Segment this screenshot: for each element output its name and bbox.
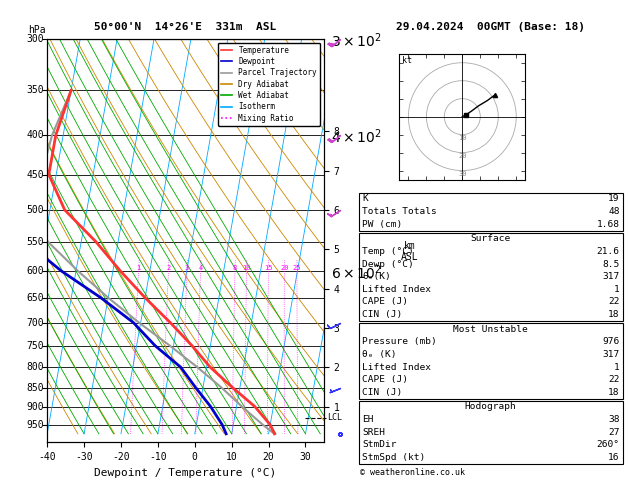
Text: θₑ(K): θₑ(K) [362, 272, 391, 281]
Text: 700: 700 [27, 317, 45, 328]
Text: 550: 550 [27, 237, 45, 247]
Text: 48: 48 [608, 207, 620, 216]
Text: 21.6: 21.6 [596, 247, 620, 256]
Text: 400: 400 [27, 130, 45, 140]
Text: LCL: LCL [327, 413, 342, 422]
Text: 4: 4 [198, 265, 203, 271]
Text: 350: 350 [27, 86, 45, 95]
Text: 300: 300 [27, 34, 45, 44]
Text: 8: 8 [233, 265, 237, 271]
Text: kt: kt [402, 56, 412, 65]
Text: Most Unstable: Most Unstable [454, 325, 528, 334]
Text: Totals Totals: Totals Totals [362, 207, 437, 216]
Text: CIN (J): CIN (J) [362, 388, 403, 397]
Text: Temp (°C): Temp (°C) [362, 247, 414, 256]
Y-axis label: km
ASL: km ASL [401, 241, 419, 262]
Text: 27: 27 [608, 428, 620, 437]
Text: Dewp (°C): Dewp (°C) [362, 260, 414, 269]
Text: 850: 850 [27, 382, 45, 393]
Text: 900: 900 [27, 401, 45, 412]
Text: 10: 10 [242, 265, 251, 271]
Text: 29.04.2024  00GMT (Base: 18): 29.04.2024 00GMT (Base: 18) [396, 21, 585, 32]
Text: StmSpd (kt): StmSpd (kt) [362, 453, 426, 462]
Text: 50°00'N  14°26'E  331m  ASL: 50°00'N 14°26'E 331m ASL [94, 21, 277, 32]
Text: 600: 600 [27, 266, 45, 276]
Text: 15: 15 [264, 265, 272, 271]
Text: 30: 30 [458, 171, 467, 176]
Text: 317: 317 [603, 350, 620, 359]
Text: EH: EH [362, 415, 374, 424]
Text: θₑ (K): θₑ (K) [362, 350, 397, 359]
Text: StmDir: StmDir [362, 440, 397, 450]
Text: K: K [362, 194, 368, 204]
Text: 16: 16 [608, 453, 620, 462]
Text: 22: 22 [608, 297, 620, 307]
Text: 750: 750 [27, 341, 45, 350]
Text: 2: 2 [166, 265, 170, 271]
Text: hPa: hPa [28, 25, 45, 35]
Text: 8.5: 8.5 [603, 260, 620, 269]
Text: 1: 1 [136, 265, 141, 271]
Text: 18: 18 [608, 310, 620, 319]
Text: CAPE (J): CAPE (J) [362, 375, 408, 384]
Text: Surface: Surface [470, 234, 511, 243]
Text: Hodograph: Hodograph [465, 402, 516, 412]
Text: 450: 450 [27, 170, 45, 180]
Text: 500: 500 [27, 205, 45, 215]
Text: 1: 1 [614, 363, 620, 372]
Text: © weatheronline.co.uk: © weatheronline.co.uk [360, 468, 465, 477]
Text: 22: 22 [608, 375, 620, 384]
Text: 650: 650 [27, 293, 45, 303]
Text: CIN (J): CIN (J) [362, 310, 403, 319]
Text: 260°: 260° [596, 440, 620, 450]
Text: 10: 10 [458, 135, 467, 140]
Text: 38: 38 [608, 415, 620, 424]
Text: 317: 317 [603, 272, 620, 281]
Text: Pressure (mb): Pressure (mb) [362, 337, 437, 347]
Text: SREH: SREH [362, 428, 386, 437]
Text: 1.68: 1.68 [596, 220, 620, 229]
Legend: Temperature, Dewpoint, Parcel Trajectory, Dry Adiabat, Wet Adiabat, Isotherm, Mi: Temperature, Dewpoint, Parcel Trajectory… [218, 43, 320, 125]
Text: 800: 800 [27, 362, 45, 372]
Text: 18: 18 [608, 388, 620, 397]
Text: 20: 20 [458, 153, 467, 158]
Text: 19: 19 [608, 194, 620, 204]
Text: CAPE (J): CAPE (J) [362, 297, 408, 307]
Text: Lifted Index: Lifted Index [362, 285, 431, 294]
Text: 1: 1 [614, 285, 620, 294]
Text: Lifted Index: Lifted Index [362, 363, 431, 372]
X-axis label: Dewpoint / Temperature (°C): Dewpoint / Temperature (°C) [94, 468, 277, 478]
Text: 20: 20 [280, 265, 289, 271]
Text: PW (cm): PW (cm) [362, 220, 403, 229]
Text: 25: 25 [292, 265, 301, 271]
Text: 3: 3 [185, 265, 189, 271]
Text: 950: 950 [27, 420, 45, 430]
Text: 976: 976 [603, 337, 620, 347]
